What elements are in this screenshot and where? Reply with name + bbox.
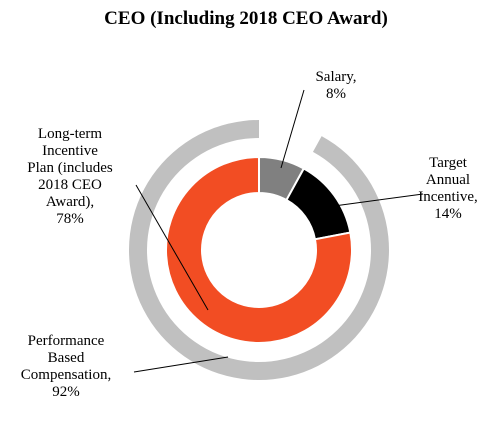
data-label-long-term-incentive-line: Plan (includes — [27, 160, 113, 176]
chart-title: CEO (Including 2018 CEO Award) — [104, 8, 388, 29]
data-label-salary: Salary, 8% — [315, 69, 356, 102]
data-label-target-annual-incentive-line: 14% — [434, 206, 462, 222]
data-label-performance-line: Performance — [28, 333, 105, 349]
data-label-long-term-incentive-line: 78% — [56, 211, 84, 227]
inner-ring — [165, 155, 353, 344]
data-label-long-term-incentive-line: 2018 CEO — [38, 177, 102, 193]
data-label-performance-line: 92% — [52, 384, 80, 400]
data-label-target-annual-incentive-line: Incentive, — [418, 189, 478, 205]
data-label-performance-line: Based — [48, 350, 85, 366]
data-label-long-term-incentive-line: Long-term — [38, 126, 102, 142]
data-label-long-term-incentive-line: Award), — [46, 194, 94, 210]
data-label-salary-line: Salary, — [315, 69, 356, 85]
leader-lines — [133, 89, 424, 373]
data-label-target-annual-incentive: Target Annual Incentive, 14% — [418, 155, 478, 222]
leader-line-target-annual-incentive — [333, 193, 424, 207]
leader-line-long-term-incentive — [135, 184, 209, 311]
data-label-salary-line: 8% — [326, 86, 346, 102]
inner-ring-slice-long-term-incentive — [165, 155, 353, 344]
data-label-target-annual-incentive-line: Annual — [426, 172, 470, 188]
leader-line-salary — [280, 89, 305, 169]
data-label-performance: Performance Based Compensation, 92% — [21, 333, 111, 400]
data-labels: Salary, 8% Target Annual Incentive, 14% Long-t… — [21, 69, 478, 400]
data-label-target-annual-incentive-line: Target — [429, 155, 468, 171]
leader-line-performance — [133, 356, 229, 373]
data-label-long-term-incentive-line: Incentive — [42, 143, 98, 159]
data-label-performance-line: Compensation, — [21, 367, 111, 383]
data-label-long-term-incentive: Long-term Incentive Plan (includes 2018 CEO… — [27, 126, 113, 227]
